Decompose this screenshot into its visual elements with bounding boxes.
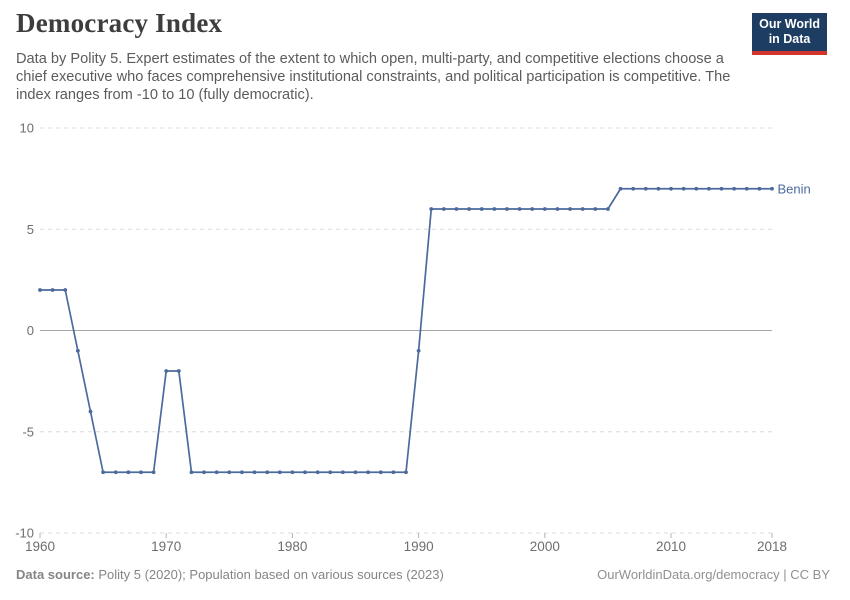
data-point-2008[interactable] <box>643 186 648 191</box>
data-point-1968[interactable] <box>139 470 143 475</box>
data-point-1997[interactable] <box>505 207 509 211</box>
x-tick-label-1980: 1980 <box>277 539 307 554</box>
data-point-1999[interactable] <box>530 207 535 211</box>
data-point-1974[interactable] <box>214 470 219 475</box>
data-point-2007[interactable] <box>631 186 636 191</box>
data-point-2002[interactable] <box>568 207 572 211</box>
data-point-1979[interactable] <box>277 470 282 475</box>
data-point-1965[interactable] <box>101 470 106 475</box>
data-point-2014[interactable] <box>719 186 724 191</box>
data-point-1985[interactable] <box>353 470 358 475</box>
data-point-1962[interactable] <box>63 288 68 292</box>
y-tick-label-10: 10 <box>20 121 34 136</box>
data-source: Data source: Polity 5 (2020); Population… <box>16 567 444 582</box>
page-title: Democracy Index <box>16 8 223 38</box>
data-point-1984[interactable] <box>340 470 345 475</box>
y-tick-label-5: 5 <box>27 222 34 237</box>
owid-logo[interactable]: Our World in Data <box>752 13 827 55</box>
data-point-1990[interactable] <box>416 348 421 353</box>
data-point-1993[interactable] <box>454 207 459 211</box>
data-point-1967[interactable] <box>126 470 131 475</box>
data-point-1963[interactable] <box>75 348 80 353</box>
data-point-1978[interactable] <box>265 470 270 475</box>
data-point-2000[interactable] <box>542 207 547 211</box>
data-point-1981[interactable] <box>303 470 307 475</box>
data-point-1994[interactable] <box>467 207 472 211</box>
data-point-2012[interactable] <box>694 186 699 191</box>
data-point-1976[interactable] <box>240 470 244 475</box>
chart-footer: Data source: Polity 5 (2020); Population… <box>16 567 830 582</box>
data-point-1961[interactable] <box>50 288 55 292</box>
data-point-2006[interactable] <box>618 186 623 191</box>
data-point-2018[interactable] <box>770 186 774 191</box>
data-point-1972[interactable] <box>189 470 194 475</box>
data-point-1970[interactable] <box>164 369 169 373</box>
x-tick-label-1970: 1970 <box>151 539 181 554</box>
x-tick-label-2000: 2000 <box>530 539 560 554</box>
x-tick-label-1990: 1990 <box>404 539 434 554</box>
y-tick-label--5: -5 <box>22 424 34 439</box>
data-point-1996[interactable] <box>492 207 497 211</box>
credit-link[interactable]: OurWorldinData.org/democracy | CC BY <box>597 567 830 582</box>
chart-subtitle: Data by Polity 5. Expert estimates of th… <box>16 51 731 103</box>
y-tick-label--10: -10 <box>15 526 34 541</box>
data-point-1986[interactable] <box>366 470 371 475</box>
data-point-1964[interactable] <box>88 409 93 414</box>
data-point-1989[interactable] <box>404 470 408 475</box>
data-source-label: Data source: <box>16 567 95 582</box>
x-tick-label-2010: 2010 <box>656 539 686 554</box>
data-point-2013[interactable] <box>706 186 711 191</box>
data-point-2003[interactable] <box>580 207 585 211</box>
data-point-2016[interactable] <box>744 186 749 191</box>
data-point-1977[interactable] <box>252 470 257 475</box>
data-point-1992[interactable] <box>441 207 446 211</box>
x-tick-label-2018: 2018 <box>757 539 787 554</box>
x-tick-label-1960: 1960 <box>25 539 55 554</box>
data-point-1983[interactable] <box>328 470 333 475</box>
data-point-1987[interactable] <box>378 470 383 475</box>
data-point-1969[interactable] <box>151 470 156 475</box>
data-point-1973[interactable] <box>202 470 206 475</box>
data-point-1980[interactable] <box>290 470 295 475</box>
benin-label[interactable]: Benin <box>778 181 811 196</box>
data-point-1975[interactable] <box>227 470 232 475</box>
data-point-1966[interactable] <box>113 470 118 475</box>
data-point-2015[interactable] <box>732 186 737 191</box>
data-point-1971[interactable] <box>176 369 181 373</box>
data-point-1982[interactable] <box>315 470 320 475</box>
data-point-1998[interactable] <box>517 207 522 211</box>
data-point-2005[interactable] <box>606 207 610 211</box>
data-point-2009[interactable] <box>656 186 661 191</box>
data-point-1995[interactable] <box>479 207 484 211</box>
data-point-2004[interactable] <box>593 207 598 211</box>
data-point-1988[interactable] <box>391 470 396 475</box>
data-point-1960[interactable] <box>38 288 42 292</box>
data-point-1991[interactable] <box>429 207 434 211</box>
data-point-2010[interactable] <box>669 186 673 191</box>
data-source-text: Polity 5 (2020); Population based on var… <box>94 567 444 582</box>
data-point-2017[interactable] <box>757 186 762 191</box>
owid-logo-line1: Our World <box>759 17 820 31</box>
y-tick-label-0: 0 <box>27 323 34 338</box>
data-point-2001[interactable] <box>555 207 560 211</box>
owid-logo-line2: in Data <box>768 32 811 47</box>
data-point-2011[interactable] <box>681 186 686 191</box>
